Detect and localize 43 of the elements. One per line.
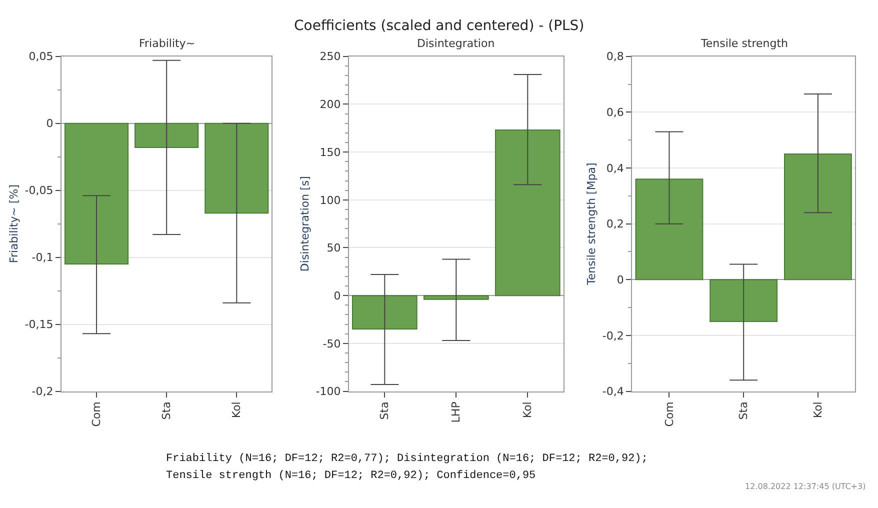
y-tick-label: -50 [322, 337, 341, 350]
chart-title: Tensile strength [700, 37, 788, 50]
y-tick-label: 0,4 [606, 162, 624, 175]
y-tick-label: 0,2 [606, 218, 624, 231]
y-tick-label: -0,15 [24, 318, 54, 332]
y-tick-label: 0 [334, 289, 341, 302]
bar [710, 279, 778, 322]
x-tick-label: Kol [521, 402, 534, 418]
y-tick-label: 0,05 [28, 50, 54, 64]
y-tick-label: -0,1 [32, 251, 54, 264]
y-tick-label: 200 [320, 98, 341, 112]
x-tick-label: Kol [812, 402, 825, 418]
text: Coefficients (scaled and centered) - (PLS) [294, 18, 584, 34]
y-axis-title: Friability~ [%] [7, 184, 20, 264]
x-tick-label: Sta [737, 402, 750, 420]
chart-title: Disintegration [417, 37, 495, 50]
bar [784, 154, 852, 280]
y-tick-label: 250 [320, 50, 341, 64]
x-tick-label: Sta [160, 402, 174, 420]
x-tick-label: Com [90, 402, 104, 427]
y-tick-label: 0,8 [606, 50, 624, 64]
bar [635, 178, 704, 280]
x-tick-label: Kol [230, 402, 244, 418]
y-tick-label: 0 [616, 273, 624, 286]
y-axis-title: Tensile strength [Mpa] [585, 162, 598, 286]
y-tick-label: -0,2 [32, 385, 54, 398]
x-tick-label: Com [662, 402, 676, 427]
x-tick-label: Sta [378, 402, 392, 420]
chart-title: Friability~ [139, 37, 196, 50]
text: 12.08.2022 12:37:45 (UTC+3) [745, 482, 866, 491]
y-tick-label: -100 [316, 385, 341, 398]
text: Tensile strength (N=16; DF=12; R2=0,92); Confidence=0,95 [166, 470, 536, 482]
y-axis-title: Disintegration [s] [298, 176, 312, 272]
y-tick-label: 100 [320, 194, 341, 207]
x-tick-label: LHP [450, 401, 463, 423]
y-tick-label: 50 [326, 242, 341, 255]
y-tick-label: 0,6 [606, 106, 624, 120]
y-tick-label: -0,05 [24, 184, 54, 198]
y-tick-label: -0,2 [602, 329, 624, 342]
text: Friability (N=16; DF=12; R2=0,77); Disintegration (N=16; DF=12; R2=0,92); [166, 453, 648, 465]
y-tick-label: -0,4 [602, 385, 624, 398]
y-tick-label: 150 [320, 146, 341, 159]
y-tick-label: 0 [46, 117, 54, 130]
